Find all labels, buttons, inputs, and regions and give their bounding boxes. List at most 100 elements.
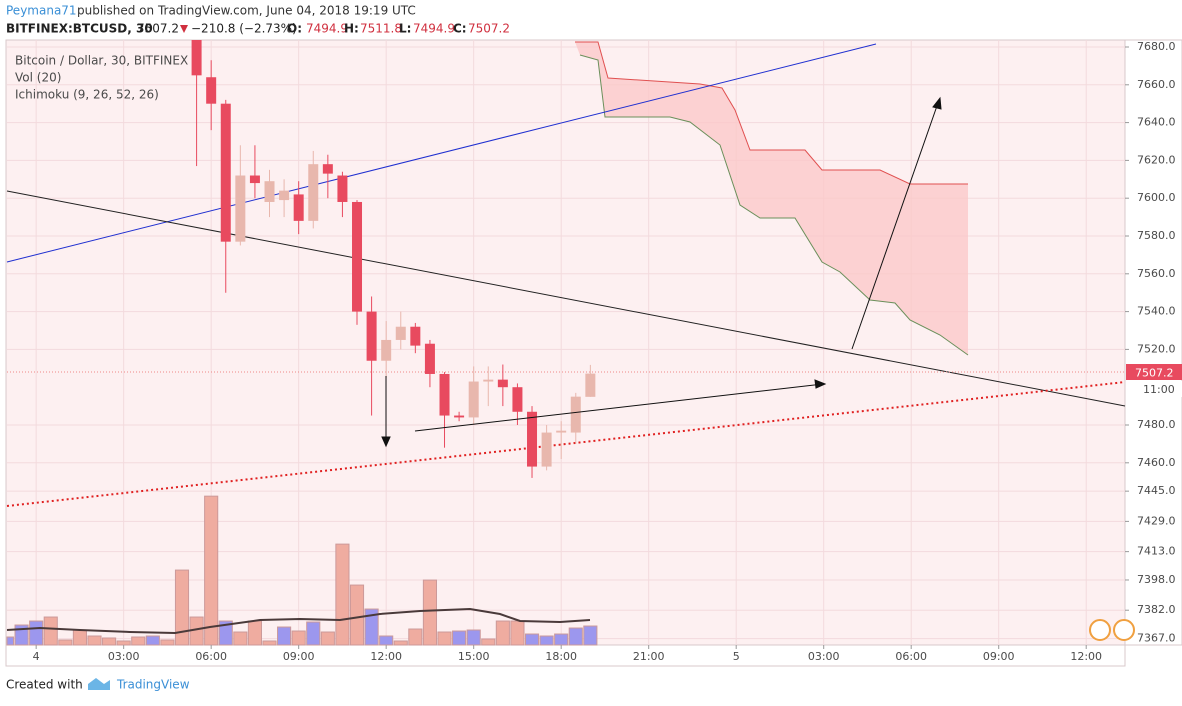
x-tick-label: 12:00 (1070, 650, 1102, 663)
volume-bar (174, 569, 190, 646)
candle-body (497, 379, 508, 388)
volume-bar (116, 640, 131, 646)
x-tick-label: 09:00 (283, 650, 315, 663)
span-a (575, 41, 968, 185)
candle-body (439, 373, 450, 416)
event-icon[interactable] (1113, 619, 1135, 641)
candle-body (454, 415, 465, 418)
y-tick-label: 7660.0 (1137, 78, 1176, 91)
vol-ma (6, 607, 591, 635)
x-tick-label: 06:00 (195, 650, 227, 663)
volume-bar (291, 630, 306, 646)
candle-body (352, 201, 363, 312)
trend-line (6, 190, 1126, 407)
candle-body (556, 430, 567, 433)
author[interactable]: Peymana71 (6, 4, 77, 18)
y-tick-label: 7640.0 (1137, 116, 1176, 129)
published: published on TradingView.com, June 04, 2… (77, 4, 416, 18)
l: 7494.9 (413, 22, 455, 36)
span-b (579, 54, 969, 356)
x-tick-label: 15:00 (458, 650, 490, 663)
volume-bar (422, 579, 437, 646)
y-tick-label: 7429.0 (1137, 514, 1176, 527)
volume-bar (218, 620, 233, 646)
volume-bar (58, 639, 73, 646)
y-tick-label: 7398.0 (1137, 573, 1176, 586)
volume-bar (306, 621, 321, 646)
last-price: 7507.2 (1135, 367, 1174, 380)
volume-bar (247, 620, 262, 646)
c: 7507.2 (468, 22, 510, 36)
y-tick-label: 7480.0 (1137, 418, 1176, 431)
down-triangle (180, 25, 188, 33)
axis-labels: 4 03:00 06:00 09:00 12:00 15:00 18:00 21:00 5 03:… (33, 40, 1176, 663)
volume-bar (437, 631, 452, 646)
volume-bar (364, 608, 379, 646)
candle-body (322, 164, 333, 174)
volume-bar (204, 495, 219, 646)
candle-body (527, 411, 538, 467)
candle-body (483, 379, 494, 382)
volume-bar (145, 635, 160, 646)
price-axis (1124, 39, 1182, 646)
y-tick-label: 7600.0 (1137, 191, 1176, 204)
h: 7511.8 (360, 22, 402, 36)
volume-bar (87, 635, 102, 646)
candle-body (541, 432, 552, 467)
legend-item: Vol (20) (15, 71, 61, 85)
volume-bar (160, 639, 175, 646)
candle-body (410, 326, 421, 346)
last-price-box (1126, 364, 1182, 380)
candle-body (512, 387, 523, 412)
x-tick-label: 4 (33, 650, 40, 663)
volume-bar (6, 636, 15, 646)
candle-body (381, 339, 392, 361)
volume-bar (481, 638, 496, 646)
trend-line (6, 43, 877, 263)
last: 7507.2 (137, 22, 179, 36)
candle-body (468, 381, 479, 418)
y-tick-label: 7367.0 (1137, 632, 1176, 645)
x-tick-label: 03:00 (808, 650, 840, 663)
y-tick-label: 7680.0 (1137, 40, 1176, 53)
created: Created with (6, 678, 83, 692)
countdown-box (1126, 381, 1182, 397)
y-tick-label: 7413.0 (1137, 545, 1176, 558)
y-tick-label: 7580.0 (1137, 229, 1176, 242)
candle-body (249, 175, 260, 184)
volume-bar (524, 633, 540, 646)
countdown: 11:00 (1143, 383, 1175, 396)
event-icon[interactable] (1089, 619, 1111, 641)
x-tick-label: 09:00 (983, 650, 1015, 663)
volume-bar (466, 629, 481, 646)
candle-body (220, 103, 231, 242)
volume-bar (277, 626, 292, 646)
volume-bar (43, 616, 58, 646)
arrows (381, 96, 942, 448)
legend-item: Bitcoin / Dollar, 30, BITFINEX (15, 54, 188, 68)
candle-body (337, 175, 348, 202)
o-label: O: (287, 22, 302, 36)
y-tick-label: 7540.0 (1137, 305, 1176, 318)
volume-bar (131, 636, 146, 646)
volume-bar (320, 631, 335, 646)
x-tick-label: 12:00 (370, 650, 402, 663)
volume-bar (335, 543, 350, 646)
volume-bar (510, 620, 525, 646)
candle-body (206, 77, 217, 104)
brand[interactable]: TradingView (116, 678, 190, 692)
volume-bar (568, 627, 583, 646)
x-tick-label: 03:00 (108, 650, 140, 663)
candle-body (264, 181, 275, 202)
change: −210.8 (−2.73%) (191, 22, 297, 36)
candle-body (293, 194, 304, 221)
l-label: L: (399, 22, 411, 36)
candle-body (308, 164, 319, 221)
symbol: BITFINEX:BTCUSD, 30 (6, 22, 153, 36)
cloud (575, 42, 968, 355)
volume-bar (349, 584, 365, 646)
volume-bar (539, 635, 554, 646)
candles (191, 40, 596, 478)
candle-body (235, 175, 246, 242)
